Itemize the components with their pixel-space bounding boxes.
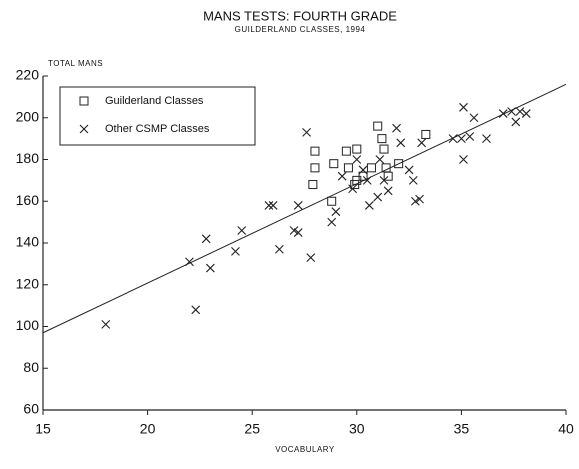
square-point — [329, 159, 339, 169]
cross-point — [185, 257, 194, 267]
square-point — [377, 134, 387, 144]
cross-point — [410, 196, 420, 206]
square-point — [373, 121, 383, 131]
cross-point — [469, 113, 479, 123]
cross-point — [348, 184, 358, 194]
cross-point — [337, 171, 347, 181]
cross-point — [264, 201, 274, 210]
cross-point — [459, 102, 468, 112]
cross-point — [373, 192, 383, 202]
y-tick-label: 140 — [16, 234, 40, 250]
y-tick-label: 60 — [23, 401, 39, 417]
cross-point — [408, 175, 418, 185]
cross-point — [302, 127, 311, 137]
cross-point — [507, 107, 516, 116]
square-point — [308, 180, 318, 190]
cross-point — [331, 207, 341, 217]
y-tick-label: 160 — [16, 192, 40, 208]
square-point — [383, 171, 393, 181]
cross-point — [404, 165, 414, 175]
square-point — [350, 180, 360, 190]
x-tick-label: 35 — [454, 421, 470, 437]
square-point — [394, 159, 404, 169]
cross-point — [521, 109, 531, 118]
cross-point — [511, 117, 521, 127]
y-tick-label: 120 — [16, 275, 40, 291]
cross-point — [231, 246, 240, 256]
cross-point — [237, 226, 247, 235]
x-tick-label: 15 — [35, 421, 51, 437]
chart-title: MANS TESTS: FOURTH GRADE — [203, 8, 397, 23]
cross-point — [352, 155, 362, 164]
x-tick-label: 25 — [244, 421, 260, 437]
cross-point — [448, 134, 458, 144]
square-point — [343, 163, 353, 173]
cross-point — [289, 226, 299, 235]
cross-point — [465, 132, 475, 141]
cross-point — [417, 138, 427, 148]
legend-box — [59, 86, 256, 146]
x-tick-label: 40 — [558, 421, 574, 437]
cross-point — [205, 263, 215, 273]
cross-point — [396, 138, 406, 148]
cross-point — [392, 123, 401, 133]
cross-point — [482, 134, 491, 144]
cross-point — [379, 175, 389, 185]
cross-point — [375, 155, 385, 164]
x-axis-label: VOCABULARY — [275, 445, 335, 454]
cross-point — [459, 155, 468, 164]
square-point — [421, 129, 431, 139]
cross-point — [383, 186, 393, 196]
square-point — [327, 196, 337, 206]
cross-point — [362, 175, 372, 185]
legend-label: Other CSMP Classes — [105, 123, 210, 135]
cross-point — [358, 165, 368, 175]
cross-point — [327, 217, 337, 227]
legend-marker — [79, 124, 89, 134]
cross-point — [191, 305, 201, 315]
y-tick-label: 220 — [16, 67, 40, 83]
cross-point — [364, 201, 374, 210]
y-axis-label: TOTAL MANS — [48, 59, 103, 68]
cross-point — [293, 201, 303, 210]
y-tick-label: 80 — [23, 359, 39, 375]
square-point — [352, 144, 362, 154]
square-point — [341, 146, 351, 156]
legend-label: Guilderland Classes — [105, 95, 204, 107]
y-tick-label: 200 — [16, 108, 40, 124]
x-tick-label: 20 — [140, 421, 156, 437]
x-tick-label: 30 — [349, 421, 365, 437]
square-point — [366, 163, 376, 173]
cross-point — [415, 194, 424, 204]
square-point — [358, 171, 368, 181]
cross-point — [306, 253, 316, 263]
square-point — [310, 163, 320, 173]
square-point — [310, 146, 320, 156]
cross-point — [268, 201, 278, 210]
chart-subtitle: GUILDERLAND CLASSES, 1994 — [235, 25, 366, 34]
trend-line — [42, 83, 567, 334]
cross-point — [457, 134, 466, 144]
y-tick-label: 100 — [16, 317, 40, 333]
cross-point — [498, 109, 508, 118]
cross-point — [293, 228, 303, 237]
cross-point — [101, 320, 111, 329]
square-point — [379, 144, 389, 154]
y-tick-label: 180 — [16, 150, 40, 166]
legend-marker — [79, 96, 89, 106]
cross-point — [275, 244, 284, 254]
cross-point — [201, 234, 211, 244]
cross-point — [515, 107, 525, 116]
